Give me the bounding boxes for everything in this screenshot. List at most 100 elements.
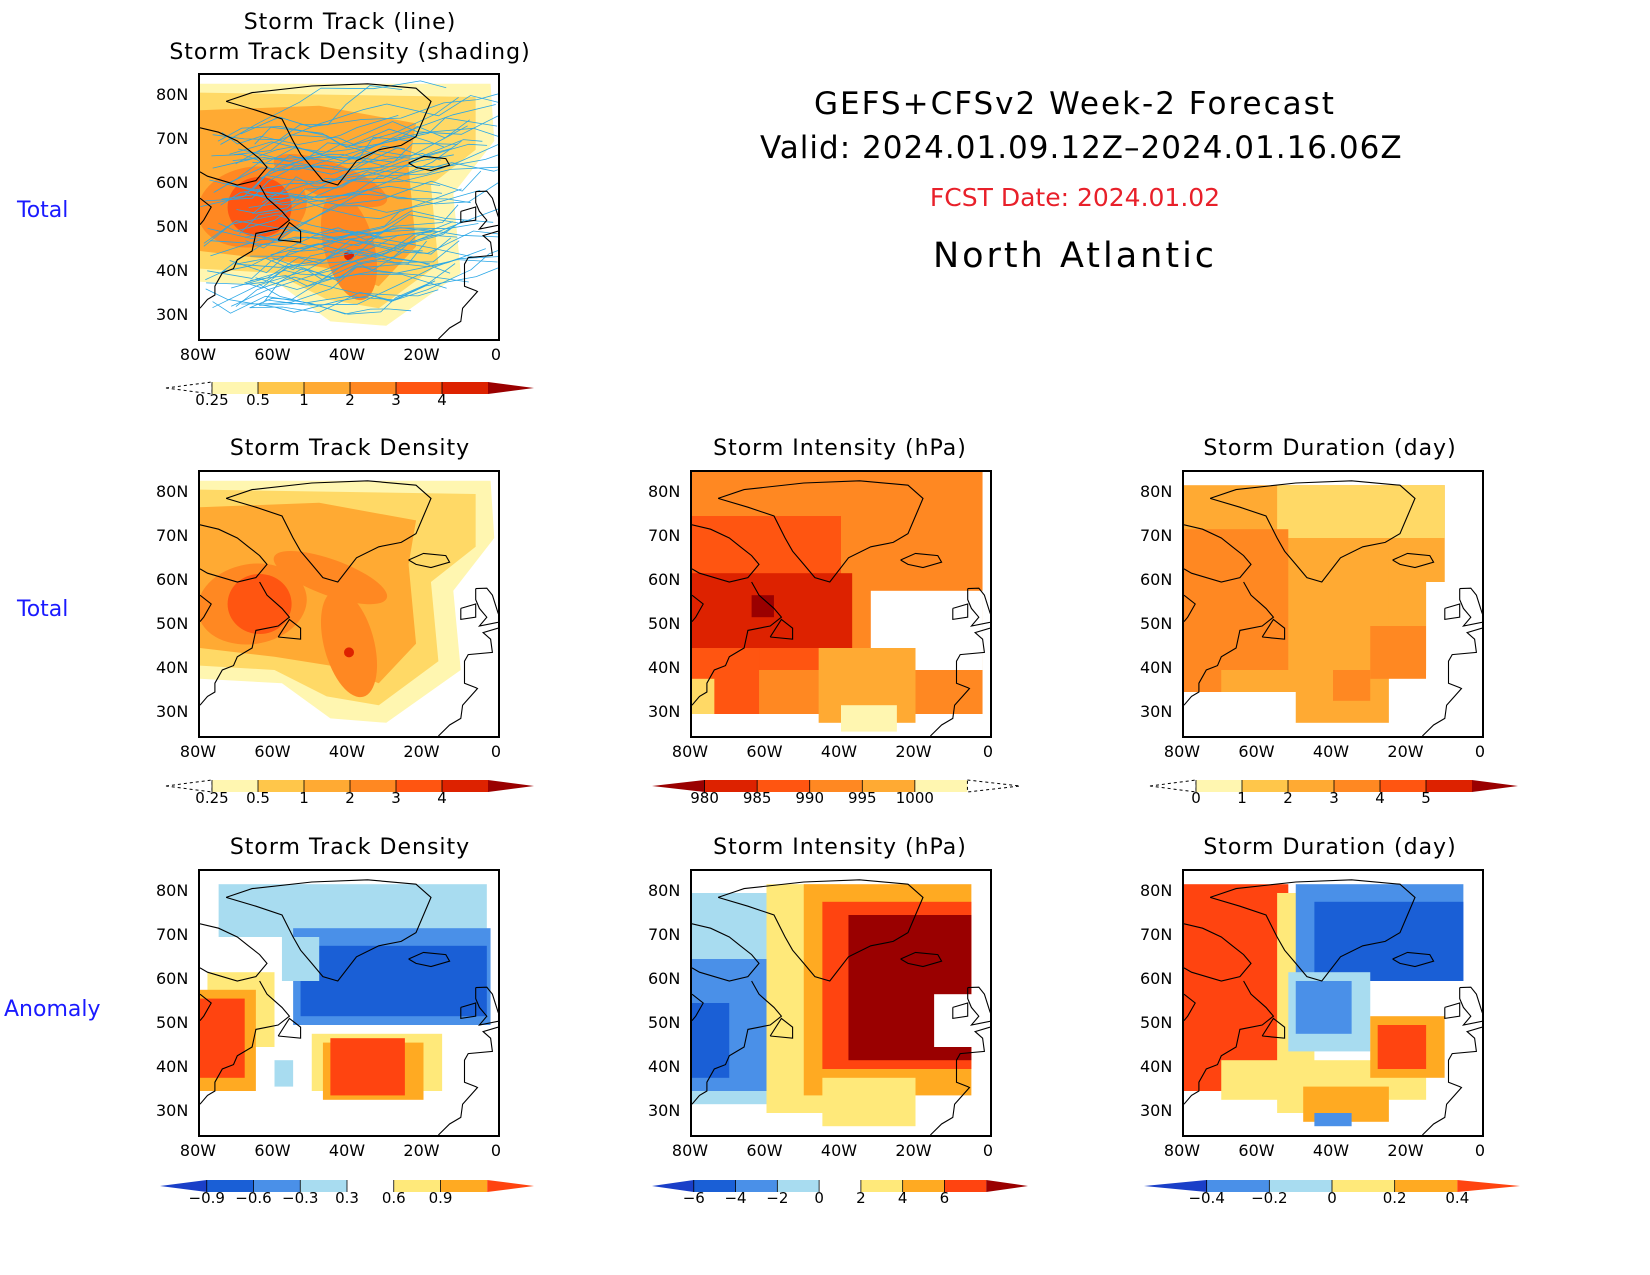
y-tick-label: 60N <box>648 969 681 988</box>
panel2-title: Storm Track Density <box>229 436 471 461</box>
grid-cell <box>822 1077 916 1127</box>
colorbar-swatch <box>1472 780 1518 792</box>
storm-track <box>210 228 498 257</box>
storm-track <box>225 117 498 185</box>
coastlines <box>200 83 498 339</box>
storm-track <box>270 208 498 257</box>
greenland-coast <box>225 879 432 982</box>
y-tick-label: 30N <box>1140 1101 1173 1120</box>
y-tick-label: 30N <box>648 1101 681 1120</box>
coastlines <box>692 480 990 736</box>
y-tick-label: 40N <box>156 261 189 280</box>
europe-africa-coast <box>438 627 498 736</box>
colorbar-label: 0 <box>814 1189 824 1207</box>
x-tick-label: 20W <box>403 345 440 364</box>
coastlines <box>1184 879 1482 1135</box>
x-tick-label: 60W <box>746 742 783 761</box>
y-tick-label: 50N <box>156 217 189 236</box>
colorbar-swatch <box>735 1180 778 1192</box>
y-tick-label: 50N <box>1140 1013 1173 1032</box>
hudson-coast <box>692 594 704 622</box>
colorbar-swatch <box>160 1180 207 1192</box>
baffin-coast <box>200 127 268 186</box>
storm-track <box>234 230 430 265</box>
colorbar-swatch <box>350 382 396 394</box>
storm-track <box>236 248 451 274</box>
colorbar-label: 1 <box>299 391 309 409</box>
x-tick-label: 20W <box>403 742 440 761</box>
greenland-coast <box>1209 879 1416 982</box>
colorbar-swatch <box>1242 780 1288 792</box>
storm-track <box>213 153 441 193</box>
panel5-svg <box>200 879 498 1135</box>
colorbar-label: 1000 <box>895 789 934 807</box>
iceland-coast <box>1392 552 1435 569</box>
y-tick-label: 60N <box>648 570 681 589</box>
storm-track <box>259 189 481 242</box>
colorbar-swatch <box>1196 780 1242 792</box>
colorbar-swatch <box>442 780 488 792</box>
colorbar-duration-anomaly <box>1144 1180 1520 1192</box>
coastlines <box>200 480 498 736</box>
colorbar-label: 4 <box>437 789 447 807</box>
panel4-title: Storm Duration (day) <box>1203 436 1457 461</box>
y-tick-label: 30N <box>648 702 681 721</box>
newfoundland-coast <box>769 618 794 640</box>
grid-cell <box>1295 981 1352 1034</box>
grid-cell <box>1277 485 1445 538</box>
baffin-coast <box>200 923 268 982</box>
colorbar-swatch <box>819 1180 861 1192</box>
density-level-4c <box>273 551 388 605</box>
colorbar-label: 0.25 <box>195 789 229 807</box>
colorbar-swatch <box>488 780 534 792</box>
x-tick-label: 40W <box>1312 742 1350 761</box>
na-east-coast <box>692 980 783 1105</box>
grid-cell <box>1184 692 1296 736</box>
colorbar-label: 2 <box>345 391 355 409</box>
colorbar-swatch <box>253 1180 301 1192</box>
na-east-coast <box>1184 581 1275 706</box>
x-tick-label: 0 <box>1474 1141 1486 1160</box>
colorbar-label: 0.25 <box>195 391 229 409</box>
density-max <box>344 647 354 658</box>
storm-track <box>229 115 498 155</box>
colorbar-label: 0 <box>1191 789 1201 807</box>
x-tick-label: 0 <box>490 1141 502 1160</box>
colorbar-duration <box>1149 779 1518 793</box>
colorbar-label: −2 <box>766 1189 789 1207</box>
ireland-coast <box>460 206 477 224</box>
colorbar-swatch <box>809 780 863 792</box>
grid-cell <box>841 705 897 732</box>
colorbar-swatch <box>212 780 258 792</box>
colorbar-swatch <box>757 780 810 792</box>
britain-coast <box>475 986 498 1026</box>
colorbar-swatch <box>1144 1180 1207 1192</box>
iceland-coast <box>900 951 943 968</box>
europe-africa-coast <box>438 230 498 339</box>
panel6-svg <box>692 879 990 1135</box>
storm-track <box>260 127 498 179</box>
colorbar-swatch <box>1426 780 1472 792</box>
iceland-coast <box>408 552 451 569</box>
panel6-title: Storm Intensity (hPa) <box>713 835 967 860</box>
hudson-coast <box>1184 594 1196 622</box>
x-tick-label: 40W <box>328 742 366 761</box>
coastlines <box>692 879 990 1135</box>
forecast-date: FCST Date: 2024.01.02 <box>929 183 1221 212</box>
colorbar-swatch <box>488 382 534 394</box>
na-east-coast <box>200 980 291 1105</box>
y-tick-label: 70N <box>648 526 681 545</box>
colorbar-label: 0.4 <box>1445 1189 1470 1207</box>
x-tick-label: 0 <box>1474 742 1486 761</box>
y-tick-label: 50N <box>1140 614 1173 633</box>
baffin-coast <box>1184 524 1252 583</box>
greenland-coast <box>1209 480 1416 583</box>
iceland-coast <box>408 155 451 172</box>
ireland-coast <box>460 603 477 621</box>
panel1-map <box>198 73 500 341</box>
colorbar-swatch <box>258 780 304 792</box>
intensity-grid <box>692 472 983 732</box>
colorbar-swatch <box>487 1180 534 1192</box>
x-tick-label: 20W <box>1387 742 1424 761</box>
grid-cell <box>330 1038 405 1096</box>
